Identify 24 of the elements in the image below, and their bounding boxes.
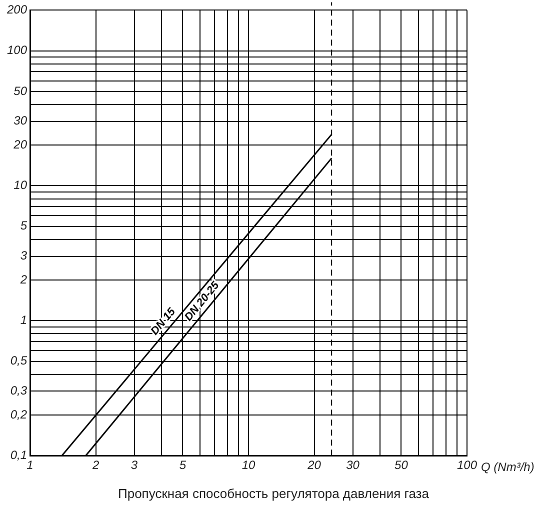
y-tick-label: 0,3 (10, 384, 28, 398)
y-tick-label: 0,2 (10, 407, 28, 422)
text: Пропускная способность регулятора давления газа (117, 486, 430, 501)
x-tick-label: 5 (179, 458, 186, 472)
y-tick-label: 50 (14, 84, 28, 98)
x-tick-label: 10 (242, 458, 256, 472)
y-tick-label: 200 (6, 2, 28, 17)
y-tick-label: 100 (6, 43, 28, 58)
x-tick-label: 20 (306, 458, 322, 472)
x-tick-label: 3 (130, 458, 138, 472)
x-tick-label: 2 (91, 458, 100, 472)
y-tick-label: 10 (14, 178, 28, 192)
x-tick-label: 100 (456, 458, 478, 472)
y-tick-label: 30 (14, 114, 28, 128)
y-tick-label: 0,5 (10, 354, 28, 368)
x-axis-title: Q (Nm³/h) (481, 460, 534, 474)
y-tick-label: 0,1 (10, 448, 28, 462)
y-tick-label: 2 (19, 272, 28, 286)
y-tick-label: 5 (20, 218, 28, 233)
y-tick-label: 20 (12, 137, 28, 152)
x-tick-label: 50 (394, 458, 408, 472)
y-tick-label: 1 (20, 313, 28, 328)
y-tick-label: 3 (20, 248, 28, 263)
x-tick-label: 30 (346, 458, 360, 472)
